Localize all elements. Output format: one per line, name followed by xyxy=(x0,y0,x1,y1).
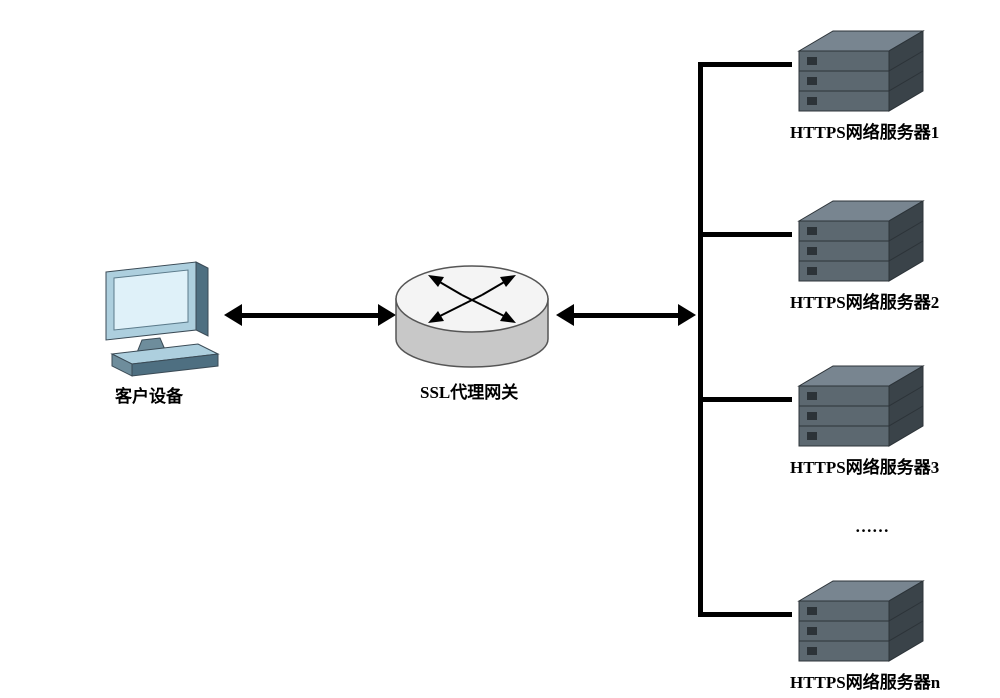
client-device xyxy=(90,258,230,383)
bus-branch-4 xyxy=(698,612,792,617)
server-1-label: HTTPS网络服务器1 xyxy=(790,118,939,143)
bus-vertical xyxy=(698,62,703,617)
server-n-label: HTTPS网络服务器n xyxy=(790,668,940,693)
gateway-label: SSL代理网关 xyxy=(420,378,518,403)
arrow-client-gateway xyxy=(240,313,380,318)
arrow-right-head1 xyxy=(556,304,574,326)
ssl-gateway xyxy=(390,255,555,385)
arrow-gateway-bus xyxy=(572,313,680,318)
server-2 xyxy=(795,195,930,290)
server-1 xyxy=(795,25,930,120)
bus-branch-2 xyxy=(698,232,792,237)
server-3 xyxy=(795,360,930,455)
client-label: 客户设备 xyxy=(115,382,183,407)
ellipsis: …… xyxy=(855,517,889,537)
network-diagram: 客户设备 xyxy=(0,0,1000,698)
arrow-right-head2 xyxy=(678,304,696,326)
server-n xyxy=(795,575,930,670)
server-2-label: HTTPS网络服务器2 xyxy=(790,288,939,313)
bus-branch-1 xyxy=(698,62,792,67)
server-3-label: HTTPS网络服务器3 xyxy=(790,453,939,478)
bus-branch-3 xyxy=(698,397,792,402)
arrow-left-head xyxy=(224,304,242,326)
